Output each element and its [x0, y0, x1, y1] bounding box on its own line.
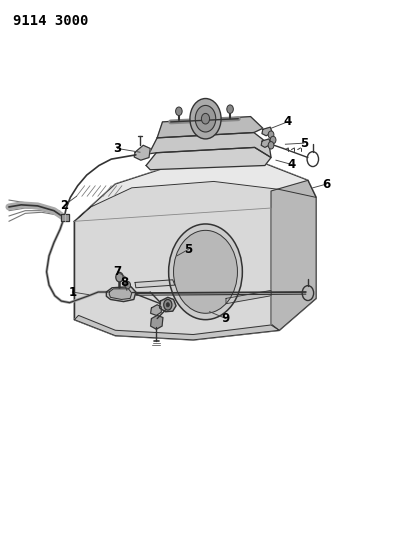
- Text: 9: 9: [222, 312, 230, 325]
- Circle shape: [116, 272, 123, 282]
- Text: 8: 8: [120, 276, 129, 289]
- Polygon shape: [74, 316, 279, 340]
- Text: 5: 5: [184, 243, 192, 256]
- Circle shape: [201, 114, 210, 124]
- Circle shape: [268, 142, 274, 149]
- Circle shape: [190, 99, 221, 139]
- Polygon shape: [61, 214, 69, 221]
- Polygon shape: [134, 146, 150, 160]
- Text: 4: 4: [287, 158, 296, 171]
- Circle shape: [270, 136, 276, 144]
- Polygon shape: [74, 165, 316, 340]
- Circle shape: [164, 300, 172, 310]
- Text: 7: 7: [113, 265, 122, 278]
- Circle shape: [227, 105, 233, 114]
- Polygon shape: [150, 316, 163, 329]
- Text: 4: 4: [283, 116, 291, 128]
- Polygon shape: [149, 133, 271, 158]
- Text: 5: 5: [300, 136, 308, 150]
- Circle shape: [268, 131, 274, 139]
- Polygon shape: [150, 305, 161, 316]
- Circle shape: [195, 106, 216, 132]
- Text: 3: 3: [113, 142, 122, 155]
- Polygon shape: [146, 148, 271, 169]
- Polygon shape: [226, 290, 271, 304]
- Circle shape: [125, 281, 131, 289]
- Text: 6: 6: [322, 177, 330, 191]
- Circle shape: [169, 224, 242, 320]
- Polygon shape: [271, 180, 316, 330]
- Polygon shape: [262, 127, 272, 136]
- Text: 2: 2: [60, 199, 68, 212]
- Circle shape: [166, 303, 169, 307]
- Polygon shape: [135, 280, 175, 288]
- Polygon shape: [159, 297, 176, 312]
- Polygon shape: [74, 165, 316, 221]
- Text: 9114 3000: 9114 3000: [13, 14, 88, 28]
- Polygon shape: [106, 287, 136, 302]
- Polygon shape: [261, 139, 271, 148]
- Text: 1: 1: [68, 286, 76, 298]
- Circle shape: [173, 230, 238, 313]
- Polygon shape: [157, 117, 263, 138]
- Polygon shape: [109, 289, 132, 300]
- Circle shape: [175, 107, 182, 116]
